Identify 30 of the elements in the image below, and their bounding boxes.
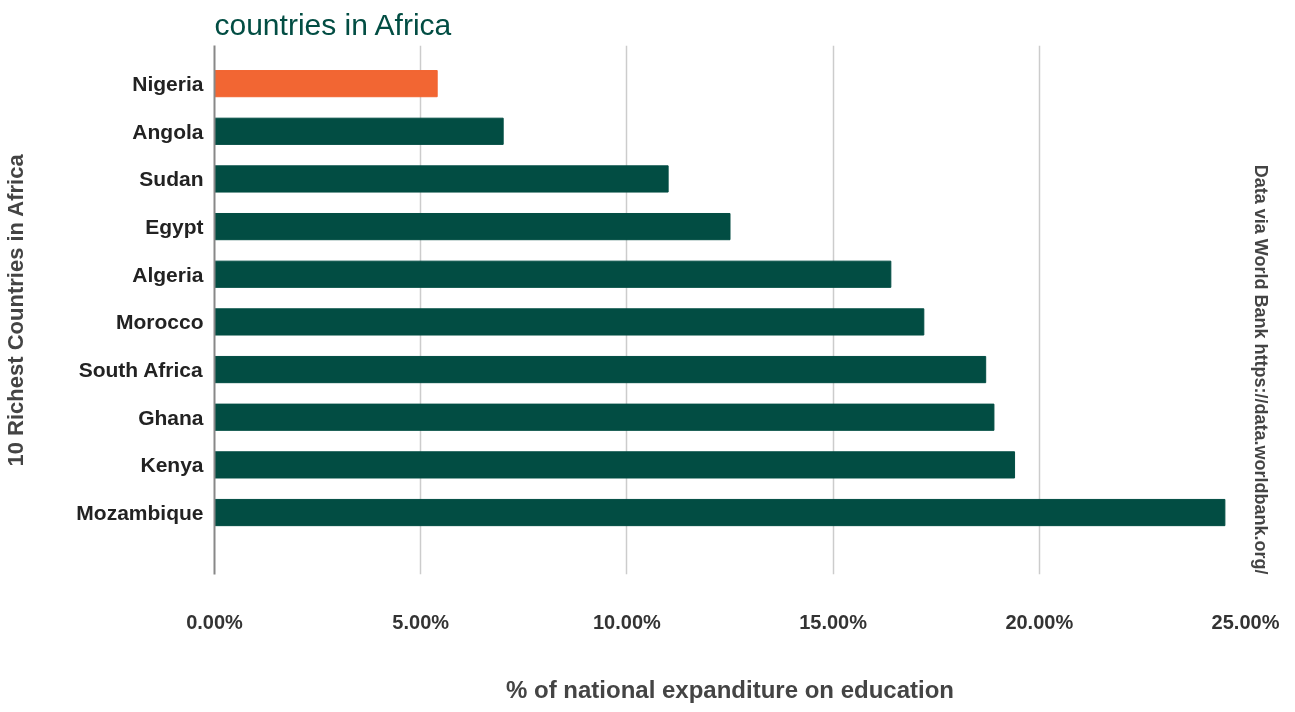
y-tick-label: Egypt [145, 215, 204, 239]
bar [214, 355, 987, 384]
bar [214, 308, 925, 336]
y-axis-title: 10 Richest Countries in Africa [3, 153, 29, 467]
x-tick-label: 0.00% [186, 610, 244, 633]
x-tick-label: 10.00% [592, 610, 662, 633]
x-tick-label: 20.00% [1005, 610, 1074, 633]
text: Data via World Bank https://data.worldbank.org/ [1250, 164, 1271, 575]
x-tick-label: 25.00% [1211, 610, 1280, 633]
y-tick-label: South Africa [78, 358, 204, 382]
bar [214, 212, 731, 241]
chart-title: countries in Africa [214, 7, 452, 41]
y-tick-label: Angola [132, 119, 204, 143]
bar [214, 260, 892, 288]
bar [214, 451, 1016, 479]
bar [214, 117, 504, 145]
y-tick-label: Nigeria [132, 72, 204, 96]
y-tick-label: Mozambique [76, 501, 204, 525]
y-tick-label: Sudan [139, 167, 204, 191]
bar [214, 498, 1226, 527]
x-axis-title: % of national expanditure on education [505, 675, 955, 703]
bar [214, 70, 438, 98]
bar [214, 403, 995, 431]
y-tick-label: Algeria [132, 262, 204, 286]
x-tick-label: 5.00% [392, 610, 450, 633]
y-tick-label: Kenya [140, 453, 204, 477]
bar [214, 165, 669, 193]
y-tick-label: Ghana [138, 405, 204, 429]
x-tick-label: 15.00% [799, 610, 868, 633]
y-tick-label: Morocco [115, 310, 204, 334]
